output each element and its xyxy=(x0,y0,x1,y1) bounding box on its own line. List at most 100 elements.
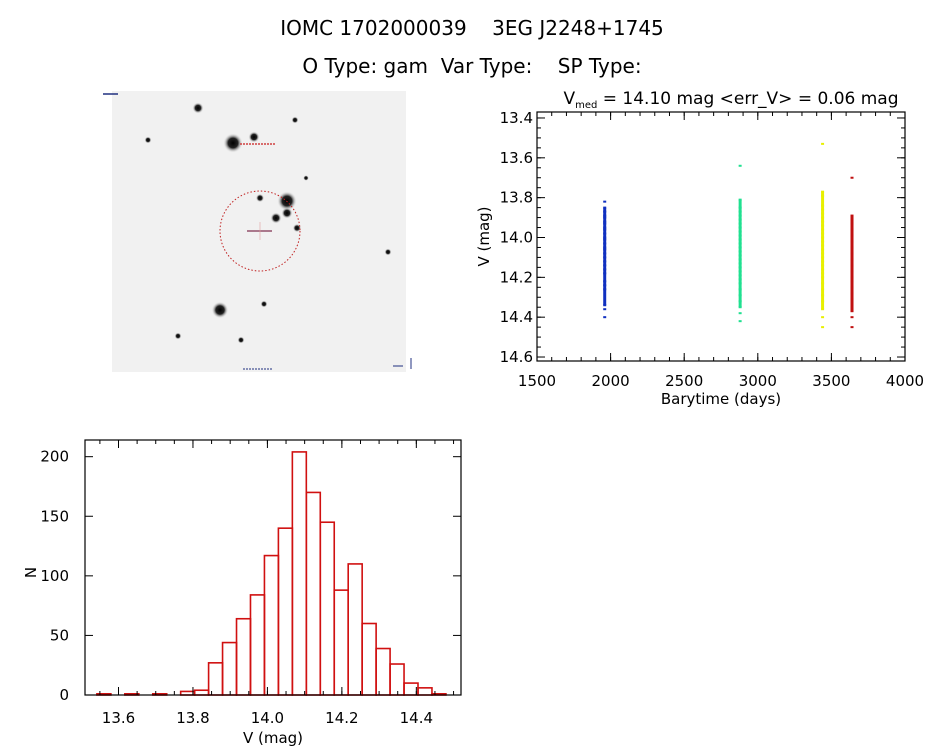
data-point xyxy=(738,320,742,323)
histogram-bar xyxy=(389,663,405,696)
y-tick-label: 50 xyxy=(50,626,69,644)
data-point xyxy=(821,272,825,275)
data-point xyxy=(603,238,607,241)
data-point xyxy=(821,288,825,291)
histogram-bar xyxy=(277,527,294,696)
data-point xyxy=(603,288,607,291)
data-point xyxy=(738,266,742,269)
data-point xyxy=(821,264,825,267)
chart-title: IOMC 1702000039 3EG J2248+1745 xyxy=(280,16,664,40)
chart-subtitle: O Type: gam Var Type: SP Type: xyxy=(302,54,642,78)
y-tick-label: 13.8 xyxy=(500,189,533,207)
data-point xyxy=(603,236,607,239)
data-point xyxy=(821,316,825,319)
y-tick-label: 200 xyxy=(40,448,69,466)
light-curve-plot: 1500 2000 2500 3000 3500 4000 13.4 13.6 13.8 14.0… xyxy=(475,89,924,408)
x-axis-label: Barytime (days) xyxy=(661,390,781,408)
star xyxy=(281,207,293,219)
data-point xyxy=(850,270,854,273)
star xyxy=(384,248,392,256)
data-point xyxy=(821,252,825,255)
data-point xyxy=(850,286,854,289)
data-point xyxy=(821,232,825,235)
data-point xyxy=(850,280,854,283)
data-point xyxy=(603,200,607,203)
x-tick-label: 2500 xyxy=(665,372,703,390)
data-point xyxy=(603,232,607,235)
data-point xyxy=(821,142,825,145)
data-point xyxy=(738,282,742,285)
histogram-bar xyxy=(305,491,322,696)
data-point xyxy=(738,206,742,209)
data-point xyxy=(850,316,854,319)
data-point xyxy=(850,276,854,279)
data-point xyxy=(738,210,742,213)
x-tick-label: 3000 xyxy=(739,372,777,390)
x-tick-label: 2000 xyxy=(592,372,630,390)
data-point xyxy=(738,258,742,261)
star xyxy=(303,175,309,181)
data-point xyxy=(821,224,825,227)
star xyxy=(248,131,260,143)
histogram-bar xyxy=(249,594,266,696)
x-tick-label: 13.8 xyxy=(176,709,209,727)
data-point xyxy=(603,260,607,263)
y-tick-label: 14.6 xyxy=(500,348,533,366)
data-point xyxy=(738,222,742,225)
data-point xyxy=(738,262,742,265)
data-point xyxy=(603,228,607,231)
star xyxy=(223,133,243,153)
data-point xyxy=(603,284,607,287)
histogram-bar xyxy=(417,687,433,696)
star xyxy=(255,193,265,203)
data-point xyxy=(603,216,607,219)
data-point xyxy=(850,292,854,295)
histogram-bar xyxy=(235,617,252,696)
histogram-bar xyxy=(375,647,391,696)
histogram-bar xyxy=(291,451,308,696)
data-point xyxy=(821,300,825,303)
data-point xyxy=(821,268,825,271)
data-point xyxy=(821,220,825,223)
data-point xyxy=(821,276,825,279)
plot-frame xyxy=(536,111,906,362)
data-point xyxy=(603,214,607,217)
data-point xyxy=(603,242,607,245)
x-tick-label: 14.2 xyxy=(325,709,358,727)
star xyxy=(292,223,302,233)
x-tick-label: 1500 xyxy=(518,372,556,390)
data-point xyxy=(603,272,607,275)
data-point xyxy=(850,258,854,261)
data-point xyxy=(821,236,825,239)
data-point xyxy=(821,326,825,329)
data-point xyxy=(603,264,607,267)
data-point xyxy=(603,248,607,251)
y-tick-label: 14.2 xyxy=(500,268,533,286)
star xyxy=(260,300,268,308)
star xyxy=(237,336,245,344)
data-point xyxy=(738,312,742,315)
x-tick-label: 14.4 xyxy=(400,709,433,727)
data-point xyxy=(821,308,825,311)
data-point xyxy=(738,214,742,217)
data-point xyxy=(738,274,742,277)
y-tick-label: 0 xyxy=(59,686,69,704)
data-point xyxy=(738,250,742,253)
star xyxy=(211,301,229,319)
plot-title: Vmed = 14.10 mag <err_V> = 0.06 mag xyxy=(563,89,898,111)
data-point xyxy=(850,298,854,301)
data-point xyxy=(850,246,854,249)
error-circle xyxy=(219,190,301,272)
plot-frame xyxy=(84,439,462,696)
data-point xyxy=(738,278,742,281)
data-point xyxy=(603,210,607,213)
data-point xyxy=(821,208,825,211)
data-point xyxy=(821,248,825,251)
histogram-bar xyxy=(263,554,280,696)
y-tick-label: 13.6 xyxy=(500,149,533,167)
sky-image xyxy=(103,91,412,372)
data-point xyxy=(821,212,825,215)
data-point xyxy=(738,238,742,241)
data-point xyxy=(821,260,825,263)
star xyxy=(144,136,152,144)
